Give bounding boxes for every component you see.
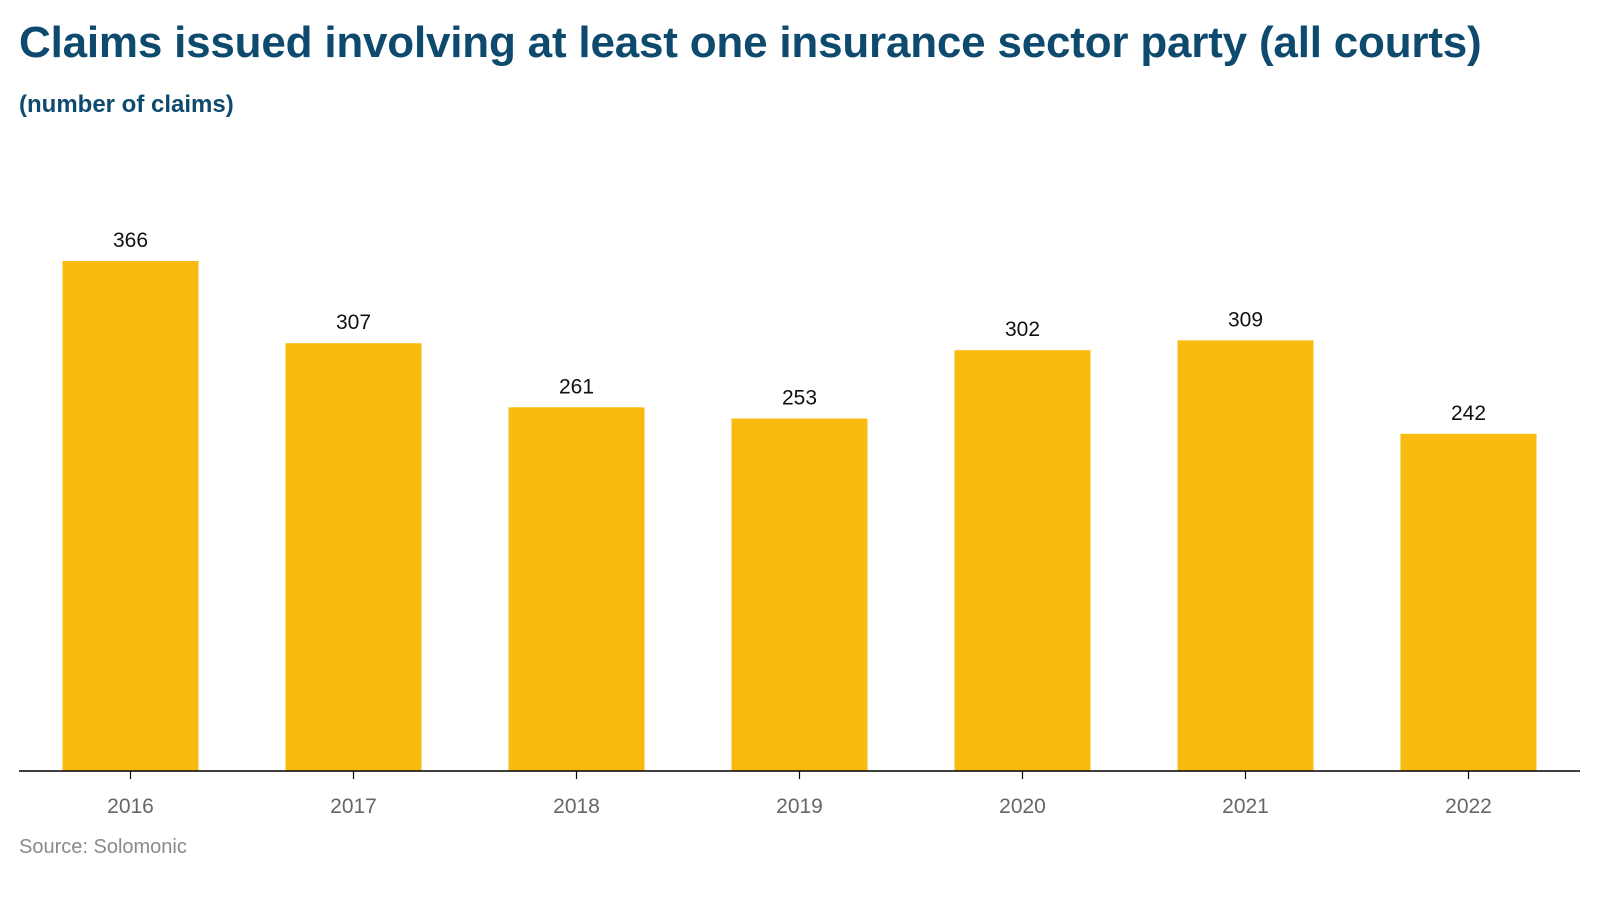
x-tick-label-2017: 2017 xyxy=(330,795,377,818)
x-tick-label-2018: 2018 xyxy=(553,795,600,818)
x-tick-label-2019: 2019 xyxy=(776,795,823,818)
data-label-2021: 309 xyxy=(1228,308,1263,331)
x-tick-label-2022: 2022 xyxy=(1445,795,1492,818)
x-ticks-group xyxy=(129,771,1470,779)
source-note: Source: Solomonic xyxy=(19,836,187,858)
data-label-2022: 242 xyxy=(1451,402,1486,425)
data-label-2020: 302 xyxy=(1005,318,1040,341)
bar-2021 xyxy=(1177,340,1314,771)
bar-2016 xyxy=(62,261,199,771)
bar-2022 xyxy=(1400,433,1537,771)
bar-2019 xyxy=(731,418,868,771)
x-tick-labels-group: 2016 2017 2018 2019 2020 2021 2022 xyxy=(107,795,1492,818)
data-label-2016: 366 xyxy=(113,229,148,252)
bar-2020 xyxy=(954,350,1091,771)
x-tick-label-2021: 2021 xyxy=(1222,795,1269,818)
bars-group xyxy=(62,261,1537,771)
chart-title: Claims issued involving at least one ins… xyxy=(19,18,1482,67)
bar-2018 xyxy=(508,407,645,771)
chart-subtitle: (number of claims) xyxy=(19,91,234,118)
data-label-2018: 261 xyxy=(559,375,594,398)
data-labels-group: 366 307 261 253 302 309 242 xyxy=(113,229,1486,425)
x-tick-label-2016: 2016 xyxy=(107,795,154,818)
bar-2017 xyxy=(285,343,422,771)
x-tick-label-2020: 2020 xyxy=(999,795,1046,818)
data-label-2019: 253 xyxy=(782,387,817,410)
data-label-2017: 307 xyxy=(336,311,371,334)
